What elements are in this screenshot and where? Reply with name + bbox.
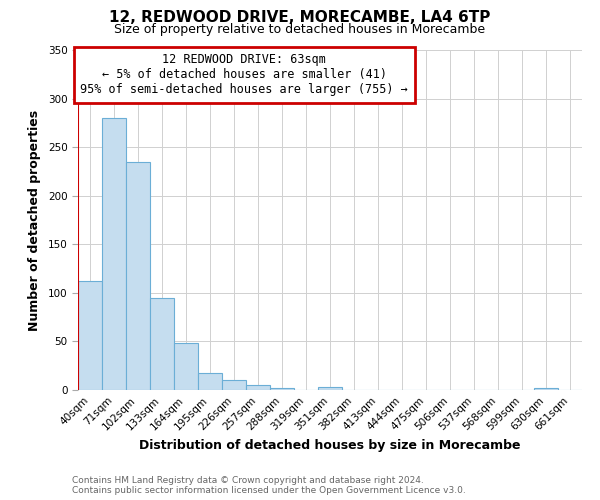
- Bar: [270, 388, 294, 390]
- Text: Size of property relative to detached houses in Morecambe: Size of property relative to detached ho…: [115, 22, 485, 36]
- Text: Contains public sector information licensed under the Open Government Licence v3: Contains public sector information licen…: [72, 486, 466, 495]
- Bar: [246, 385, 270, 390]
- Bar: [534, 388, 558, 390]
- X-axis label: Distribution of detached houses by size in Morecambe: Distribution of detached houses by size …: [139, 438, 521, 452]
- Bar: [318, 387, 342, 390]
- Bar: [102, 118, 126, 390]
- Bar: [198, 372, 222, 390]
- Text: 12 REDWOOD DRIVE: 63sqm
← 5% of detached houses are smaller (41)
95% of semi-det: 12 REDWOOD DRIVE: 63sqm ← 5% of detached…: [80, 54, 408, 96]
- Bar: [78, 281, 102, 390]
- Bar: [126, 162, 150, 390]
- Bar: [150, 298, 174, 390]
- Y-axis label: Number of detached properties: Number of detached properties: [28, 110, 41, 330]
- Bar: [222, 380, 246, 390]
- Text: Contains HM Land Registry data © Crown copyright and database right 2024.: Contains HM Land Registry data © Crown c…: [72, 476, 424, 485]
- Bar: [174, 344, 198, 390]
- Text: 12, REDWOOD DRIVE, MORECAMBE, LA4 6TP: 12, REDWOOD DRIVE, MORECAMBE, LA4 6TP: [109, 10, 491, 25]
